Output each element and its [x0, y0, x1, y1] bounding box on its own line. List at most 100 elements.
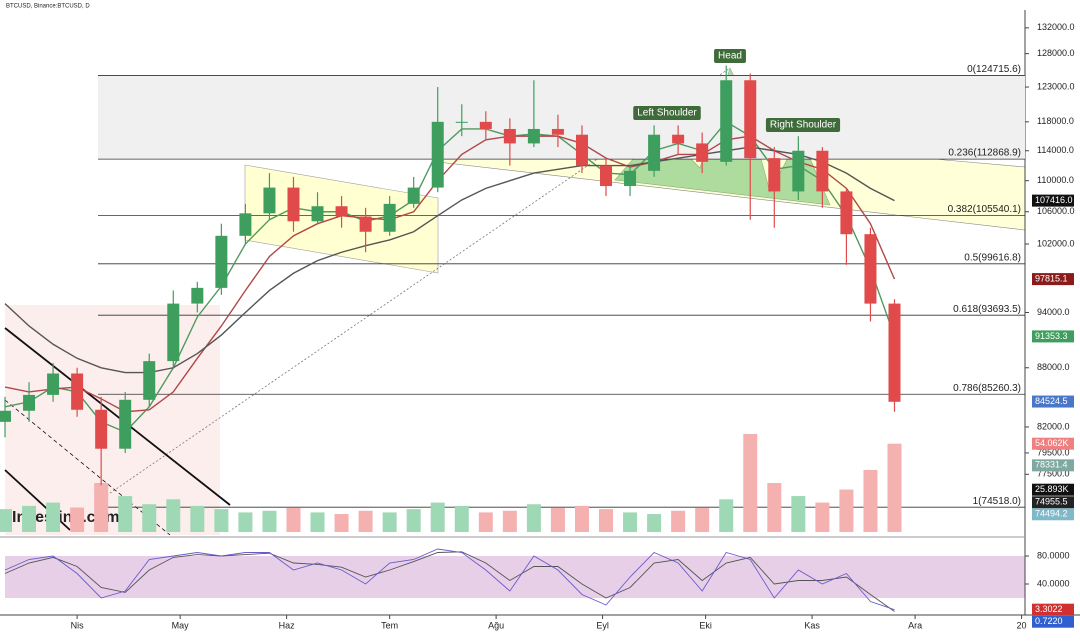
volume-bar [46, 502, 61, 532]
fib-label: 0.5(99616.8) [964, 252, 1021, 263]
x-tick-label: Ara [908, 620, 922, 630]
trend-line [4, 327, 231, 506]
candle-body [263, 187, 276, 214]
candle-body [840, 191, 853, 235]
volume-bar [695, 507, 710, 532]
stoch-tick-label: 40.0000 [1037, 578, 1070, 588]
price-badge [1032, 273, 1074, 286]
volume-bar [671, 510, 686, 532]
annotation-box [765, 118, 841, 132]
candle-body [768, 158, 781, 192]
annotation-box [633, 106, 701, 120]
volume-bar [22, 505, 37, 532]
volume-bar [767, 483, 782, 532]
x-tick-label: Tem [381, 620, 398, 630]
price-badge-label: 74494.2 [1035, 509, 1068, 519]
volume-bar [791, 496, 806, 532]
candle-body [47, 373, 60, 395]
volume-bar [334, 514, 349, 532]
volume-bar [599, 509, 614, 532]
y-tick-label: 77500.0 [1037, 469, 1070, 479]
candle-body [455, 121, 468, 123]
volume-bar [526, 504, 541, 532]
volume-bar [166, 499, 181, 532]
candle-body [551, 128, 564, 135]
x-tick-label: 20 [1017, 620, 1027, 630]
candle-body [816, 150, 829, 192]
volume-bar [286, 507, 301, 532]
candle-body [71, 373, 84, 410]
price-badge-label: 74955.5 [1035, 497, 1068, 507]
price-badge-label: 97815.1 [1035, 273, 1068, 283]
x-tick-label: Eki [699, 620, 712, 630]
fib-label: 1(74518.0) [973, 496, 1021, 507]
candle-body [575, 134, 588, 166]
candle-body [287, 187, 300, 222]
candle-body [600, 165, 613, 187]
y-tick-label: 79500.0 [1037, 447, 1070, 457]
volume-bar [887, 443, 902, 532]
y-tick-label: 106000.0 [1037, 206, 1075, 216]
stoch-tick-label: 80.0000 [1037, 550, 1070, 560]
price-badge-label: 78331.4 [1035, 460, 1068, 470]
volume-bar [406, 509, 421, 532]
candle-body [503, 128, 516, 144]
price-badge-label: 3.3022 [1035, 604, 1063, 614]
candle-body [864, 234, 877, 304]
candle-body [191, 287, 204, 304]
y-tick-label: 102000.0 [1037, 238, 1075, 248]
volume-bar [839, 489, 854, 532]
volume-bar [310, 512, 325, 532]
fib-label: 0.236(112868.9) [948, 148, 1021, 159]
volume-bar [623, 512, 638, 532]
volume-bar [550, 507, 565, 532]
y-tick-label: 110000.0 [1037, 175, 1074, 185]
candle-body [311, 206, 324, 222]
price-badge-label: 54.062K [1035, 438, 1069, 448]
candle-body [119, 399, 132, 449]
price-badge [1032, 496, 1074, 509]
x-tick-label: Ağu [488, 620, 504, 630]
volume-bar [743, 434, 758, 532]
price-badge-label: 84524.5 [1035, 396, 1068, 406]
volume-bar [0, 509, 12, 532]
x-tick-label: Eyl [596, 620, 609, 630]
volume-bar [719, 499, 734, 532]
price-badge-label: 91353.3 [1035, 331, 1068, 341]
price-badge [1032, 395, 1074, 408]
candle-body [672, 134, 685, 144]
y-tick-label: 132000.0 [1037, 22, 1075, 32]
candle-body [95, 409, 108, 449]
volume-bar [502, 510, 517, 532]
annotation: Right Shoulder [770, 120, 837, 131]
candle-body [143, 361, 156, 400]
fib-label: 0(124715.6) [967, 64, 1021, 75]
x-tick-label: May [172, 620, 190, 630]
price-badge [1032, 194, 1074, 207]
fib-label: 0.618(93693.5) [953, 304, 1021, 315]
y-tick-label: 118000.0 [1037, 116, 1074, 126]
annotation: Head [718, 51, 742, 62]
candle-body [479, 121, 492, 129]
y-tick-label: 82000.0 [1037, 421, 1070, 431]
price-badge [1032, 437, 1074, 450]
fib-label: 0.786(85260.3) [953, 383, 1021, 394]
price-badge [1032, 508, 1074, 521]
volume-bar [238, 512, 253, 532]
candle-body [167, 303, 180, 362]
volume-bar [262, 510, 277, 532]
volume-bar [382, 512, 397, 532]
stoch-k [4, 548, 895, 611]
volume-bar [454, 505, 469, 532]
y-tick-label: 123000.0 [1037, 81, 1075, 91]
candle-body [648, 134, 661, 171]
x-tick-label: Nis [71, 620, 84, 630]
candle-body [792, 150, 805, 192]
candle-body [0, 410, 11, 422]
volume-bar [118, 496, 133, 532]
candle-body [720, 80, 733, 162]
annotation: Left Shoulder [637, 108, 697, 119]
price-badge [1032, 483, 1074, 496]
volume-bar [358, 510, 373, 532]
